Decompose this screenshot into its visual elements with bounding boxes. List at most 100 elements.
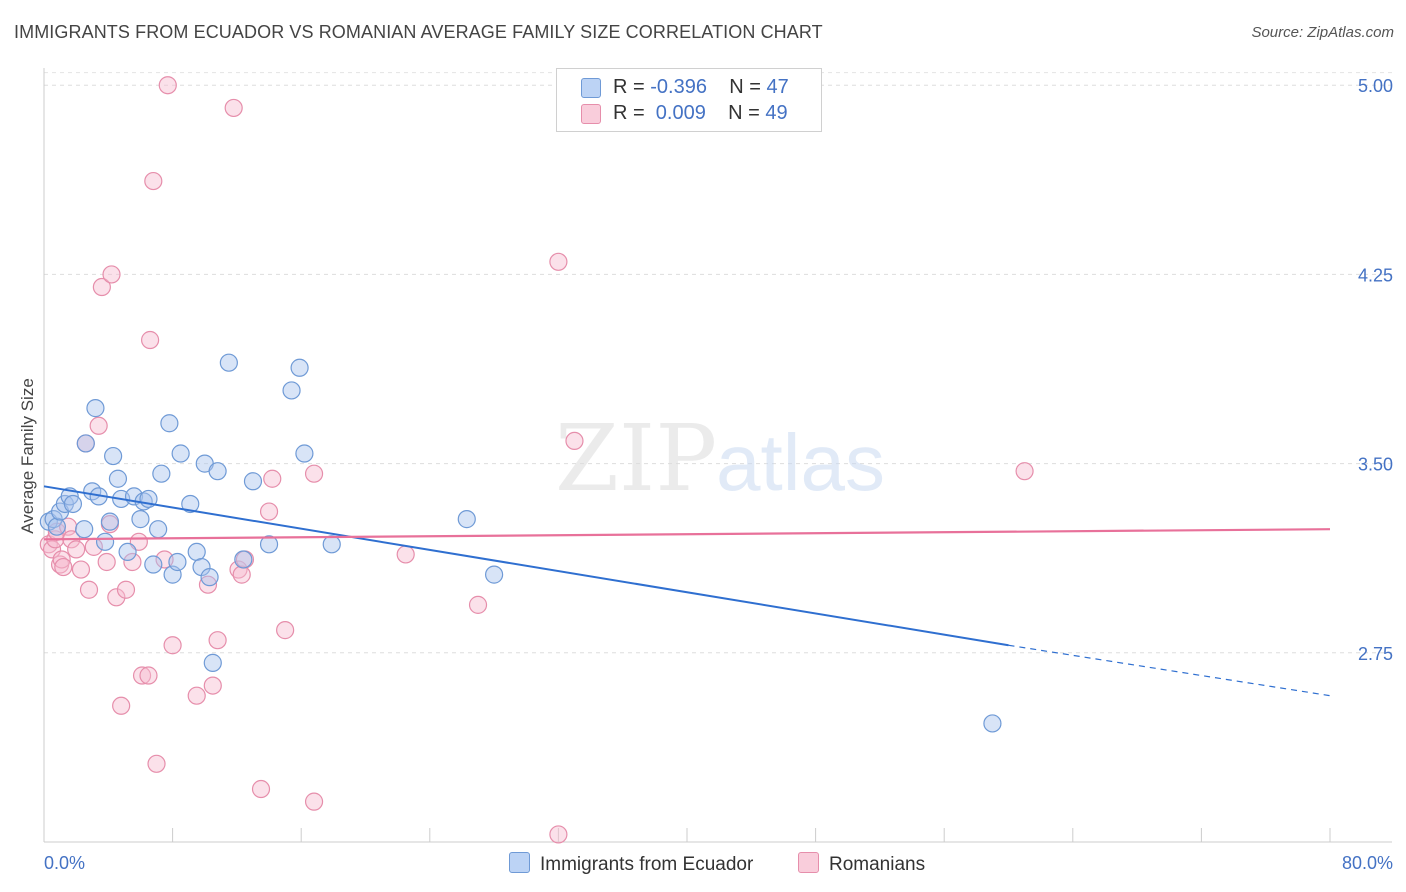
y-tick-label: 5.00 [1358, 76, 1393, 96]
ecuador-point [200, 568, 219, 587]
watermark: ZIP atlas [555, 405, 885, 512]
romanians-point [229, 560, 248, 579]
ecuador-point [76, 434, 95, 453]
romanians-point [147, 754, 166, 773]
romanians-point [468, 595, 488, 614]
romanians-point [89, 416, 108, 435]
chart-source: Source: ZipAtlas.com [1251, 24, 1394, 41]
romanians-point [263, 469, 282, 488]
romanians-point [123, 552, 142, 572]
y-axis-label: Average Family Size [18, 378, 37, 534]
ecuador-points [39, 353, 1002, 733]
romanians-point [67, 540, 86, 559]
romanians-point [565, 431, 584, 451]
legend-label-ecuador: Immigrants from Ecuador [540, 854, 754, 875]
romanians-point [224, 98, 243, 118]
ecuador-point [63, 494, 83, 514]
romanians-point [208, 631, 227, 650]
ecuador-point [108, 469, 128, 488]
romanians-point [54, 557, 73, 577]
romanians-point [304, 792, 324, 811]
ecuador-point [295, 444, 314, 463]
romanians-point [140, 330, 160, 350]
romanians-point [97, 552, 116, 572]
romanians-point [251, 779, 271, 799]
ecuador-point [322, 535, 341, 554]
ecuador-point [149, 520, 168, 539]
n-value-ecuador: 47 [766, 76, 789, 98]
romanians-trend-line [43, 528, 1331, 541]
ecuador-point [983, 714, 1002, 733]
romanians-point [232, 565, 251, 584]
watermark-atlas: atlas [716, 418, 885, 507]
legend-label-romanians: Romanians [829, 854, 926, 875]
ecuador-point [168, 552, 187, 572]
legend-item-ecuador: Immigrants from Ecuador [509, 852, 753, 876]
ecuador-point [100, 512, 120, 531]
ecuador-point [187, 542, 206, 562]
y-axis-tick-labels: 2.75 3.50 4.25 5.00 [1358, 76, 1393, 664]
romanians-point [71, 560, 91, 579]
r-value-ecuador: -0.396 [650, 76, 707, 98]
romanians-swatch [581, 104, 601, 124]
y-tick-label: 2.75 [1358, 644, 1393, 664]
romanians-points [39, 76, 1034, 844]
ecuador-swatch [581, 78, 601, 98]
romanians-point [259, 502, 279, 521]
romanians-point [549, 825, 568, 844]
ecuador-point [282, 381, 301, 400]
ecuador-point [234, 550, 253, 569]
romanians-point [144, 171, 163, 191]
ecuador-trend-extension [1008, 644, 1331, 697]
romanians-point [1015, 462, 1034, 481]
legend-item-romanians: Romanians [798, 852, 925, 876]
ecuador-point [86, 399, 105, 418]
r-label: R = [613, 76, 651, 98]
chart-title: IMMIGRANTS FROM ECUADOR VS ROMANIAN AVER… [14, 22, 823, 42]
ecuador-point [485, 565, 504, 584]
ecuador-point [243, 472, 263, 491]
romanians-point [112, 696, 131, 715]
romanians-point [79, 580, 99, 599]
r-value-romanians: 0.009 [650, 102, 706, 124]
ecuador-point [47, 517, 66, 536]
y-tick-label: 4.25 [1358, 265, 1393, 285]
ecuador-point [152, 464, 171, 483]
trend-lines [43, 485, 1331, 697]
ecuador-point [95, 532, 115, 551]
romanians-point [107, 588, 126, 607]
ecuador-point [290, 358, 309, 377]
n-label: N = [728, 102, 766, 124]
stats-legend: R = -0.396 N = 47 R = 0.009 N = 49 [556, 68, 822, 132]
ecuador-point [203, 653, 222, 672]
romanians-point [198, 575, 218, 594]
romanians-point [52, 550, 71, 569]
romanians-point [92, 277, 111, 297]
romanians-point [276, 621, 295, 640]
romanians-point [163, 636, 182, 655]
x-tick-label-max: 80.0% [1342, 853, 1393, 873]
ecuador-point [160, 414, 179, 433]
ecuador-point [131, 510, 150, 529]
romanians-point [116, 580, 136, 599]
watermark-zip: ZIP [555, 405, 717, 512]
ecuador-point [75, 520, 94, 539]
romanians-point [304, 464, 324, 483]
r-label: R = [613, 102, 651, 124]
ecuador-legend-swatch [509, 852, 530, 873]
ecuador-trend-line [43, 485, 1009, 647]
ecuador-point [457, 510, 476, 529]
ecuador-point [219, 353, 238, 372]
ecuador-point [104, 446, 123, 466]
ecuador-point [171, 444, 190, 463]
romanians-point [158, 76, 177, 95]
ecuador-point [144, 555, 163, 574]
axes [43, 68, 1392, 843]
ecuador-point [259, 535, 279, 554]
romanians-point [396, 545, 415, 564]
romanians-point [102, 265, 121, 284]
ecuador-point [208, 462, 227, 481]
romanians-point [132, 666, 152, 685]
x-tick-label-min: 0.0% [44, 853, 85, 873]
